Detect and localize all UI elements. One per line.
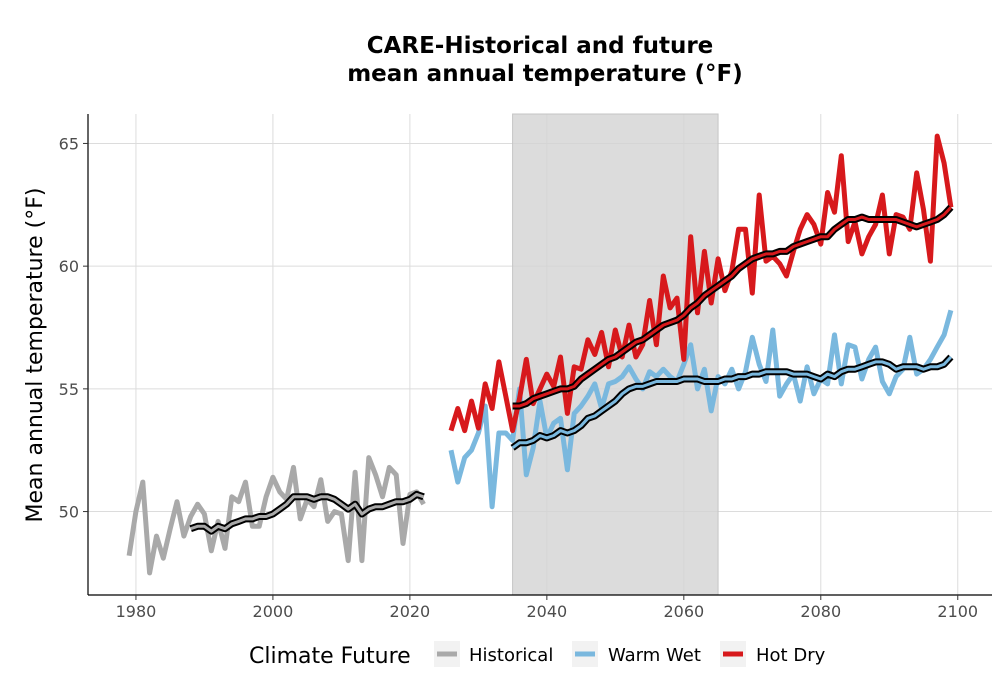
plot-area (88, 113, 992, 596)
x-tick-label-2080: 2080 (800, 602, 841, 621)
chart-title-line-1: CARE-Historical and future (367, 33, 714, 59)
series-line-warm-wet-smoothed (511, 355, 952, 450)
y-tick-label-55: 55 (59, 380, 79, 399)
legend-title: Climate Future (249, 644, 411, 669)
legend-item-hot-dry: Hot Dry (720, 641, 826, 667)
x-tick-label-2000: 2000 (253, 602, 294, 621)
x-tick-label-2060: 2060 (663, 602, 704, 621)
axes: 1980 2000 2020 2040 2060 2080 2100 50 55 60 65 (59, 114, 992, 621)
x-tick-label-2100: 2100 (937, 602, 978, 621)
legend-item-warm-wet: Warm Wet (572, 641, 701, 667)
x-tick-label-2020: 2020 (390, 602, 431, 621)
y-tick-label-50: 50 (59, 503, 79, 522)
y-tick-label-65: 65 (59, 134, 79, 153)
x-tick-label-2040: 2040 (526, 602, 567, 621)
legend: Climate Future Historical Warm Wet Hot D… (249, 641, 826, 669)
series-line-historical (126, 455, 426, 576)
series-line-historical-smoothed (190, 492, 425, 533)
legend-label-historical: Historical (469, 645, 553, 666)
legend-label-warm-wet: Warm Wet (608, 645, 701, 666)
chart-title-line-2: mean annual temperature (°F) (347, 61, 743, 87)
legend-label-hot-dry: Hot Dry (756, 645, 826, 666)
y-tick-label-60: 60 (59, 257, 79, 276)
legend-item-historical: Historical (434, 641, 553, 667)
y-axis-label: Mean annual temperature (°F) (23, 188, 48, 523)
x-tick-label-1980: 1980 (116, 602, 157, 621)
series-outline-historical-smoothed (189, 490, 425, 535)
series-line-hot-dry-smoothed (512, 206, 952, 408)
